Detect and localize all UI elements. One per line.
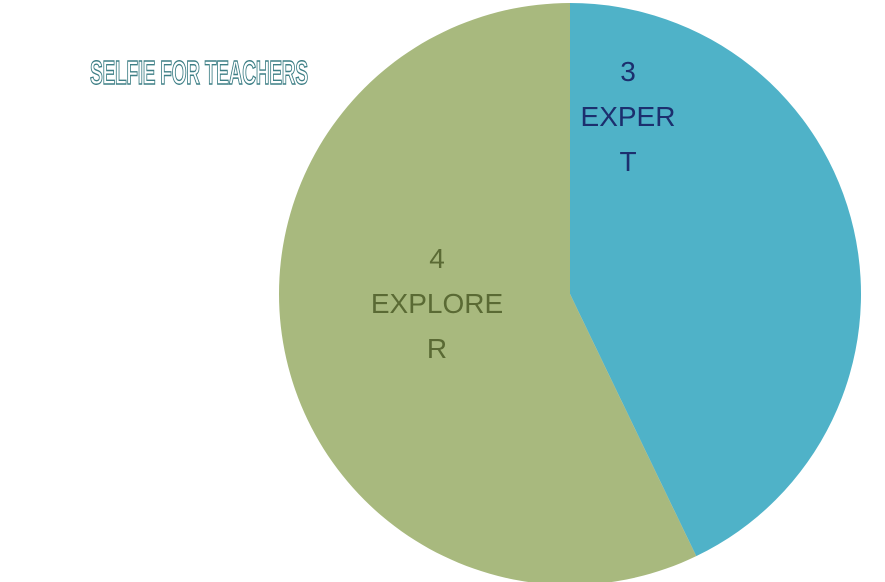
slice-label-line: 4 <box>429 243 445 274</box>
slice-label-line: T <box>619 146 636 177</box>
pie-slice-expert <box>570 3 862 557</box>
slice-label-line: R <box>427 333 447 364</box>
slice-label-explorer: 4 EXPLORE R <box>371 243 503 364</box>
slice-label-line: EXPLORE <box>371 288 503 319</box>
slice-label-line: EXPER <box>581 101 676 132</box>
pie-slices <box>279 3 862 582</box>
pie-labels: 3 EXPER T 4 EXPLORE R <box>371 56 676 364</box>
slice-label-expert: 3 EXPER T <box>581 56 676 177</box>
pie-slice-explorer <box>279 3 697 582</box>
slice-label-line: 3 <box>620 56 636 87</box>
